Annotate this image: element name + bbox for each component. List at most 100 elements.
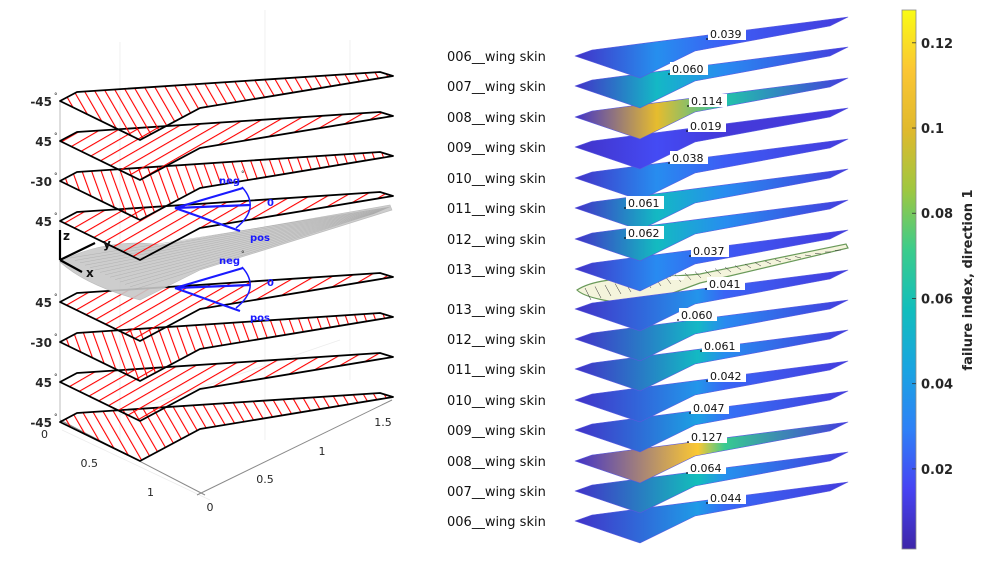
failure-index-panel: 006__wing skin 0.039 007__wing skin 0.060 00… xyxy=(447,16,849,544)
reference-wing-mesh-line xyxy=(99,209,383,273)
rib-line xyxy=(584,287,592,301)
layer-8-surface xyxy=(574,229,849,292)
y-tick-label: 0 xyxy=(207,501,214,514)
ply-angle-label: -30 xyxy=(30,336,52,350)
failure-index-value: 0.114 xyxy=(691,95,723,108)
failure-index-value: 0.042 xyxy=(710,370,742,383)
layer-name-label: 013__wing skin xyxy=(447,263,546,278)
degree-symbol: ° xyxy=(241,250,245,258)
rib-line xyxy=(804,254,812,257)
value-label-box xyxy=(708,491,746,504)
degree-symbol: ° xyxy=(54,373,58,381)
colorbar-tick-label: 0.1 xyxy=(921,122,944,137)
x-tick-label: 1 xyxy=(147,486,154,499)
failure-index-value: 0.019 xyxy=(690,120,722,133)
value-anchor-point xyxy=(624,207,626,209)
layer-name-label: 011__wing skin xyxy=(447,202,546,217)
degree-symbol: ° xyxy=(54,212,58,220)
degree-symbol: ° xyxy=(54,413,58,421)
value-label-box xyxy=(688,119,726,132)
degree-symbol: ° xyxy=(54,92,58,100)
pos-label: pos xyxy=(250,233,270,244)
layer-1-surface xyxy=(574,16,849,79)
layer-3-surface xyxy=(574,77,849,140)
reference-wing-mesh-line xyxy=(134,213,375,290)
ply-angle-label: -45 xyxy=(30,416,52,430)
neg-label: neg xyxy=(219,256,240,267)
y-axis-label: y xyxy=(103,237,111,251)
failure-index-value: 0.037 xyxy=(693,245,725,258)
ply-angle-label: -30 xyxy=(30,175,52,189)
zero-direction-line xyxy=(174,203,251,210)
value-anchor-point xyxy=(668,162,670,164)
failure-index-value: 0.060 xyxy=(672,63,704,76)
rib-line xyxy=(614,283,622,295)
layer-name-label: 012__wing skin xyxy=(447,233,546,248)
value-label-box xyxy=(626,226,664,239)
zero-label: 0 xyxy=(267,198,274,209)
layer-name-label: 008__wing skin xyxy=(447,111,546,126)
rib-line xyxy=(734,265,742,271)
degree-symbol: ° xyxy=(241,170,245,178)
rib-line xyxy=(744,263,752,269)
layer-2-surface xyxy=(574,46,849,109)
reference-wing-mesh-line xyxy=(94,209,385,271)
zero-label: 0 xyxy=(267,278,274,289)
value-anchor-point xyxy=(706,502,708,504)
value-anchor-point xyxy=(706,380,708,382)
neg-direction-line xyxy=(174,266,244,290)
layer-name-label: 009__wing skin xyxy=(447,424,546,439)
cutout xyxy=(669,276,686,280)
value-anchor-point xyxy=(677,319,679,321)
angle-arc xyxy=(235,186,251,229)
layer-name-label: 008__wing skin xyxy=(447,455,546,470)
value-anchor-point xyxy=(686,130,688,132)
layer-name-label: 012__wing skin xyxy=(447,333,546,348)
y-tick-label: 1.5 xyxy=(374,416,392,429)
ply-stack: -45 °45 °-30 °45 °45 °-30 °45 °-45 ° xyxy=(30,71,394,462)
ply-angle-label: 45 xyxy=(35,215,52,229)
failure-index-value: 0.041 xyxy=(709,278,741,291)
ply-angle-label: 45 xyxy=(35,135,52,149)
failure-index-value: 0.060 xyxy=(681,309,713,322)
value-anchor-point xyxy=(687,105,689,107)
colorbar-title: failure index, direction 1 xyxy=(961,189,976,370)
z-axis-label: z xyxy=(63,229,70,243)
y-tick-label: 0.5 xyxy=(256,473,274,486)
value-label-box xyxy=(670,151,708,164)
layer-name-label: 011__wing skin xyxy=(447,363,546,378)
colorbar-tick-label: 0.12 xyxy=(921,37,953,52)
failure-index-value: 0.064 xyxy=(690,462,722,475)
layer-name-label: 010__wing skin xyxy=(447,394,546,409)
value-label-box xyxy=(708,369,746,382)
rib-line xyxy=(774,259,782,263)
x-axis-label: x xyxy=(86,266,94,280)
layer-name-label: 007__wing skin xyxy=(447,80,546,95)
value-label-box xyxy=(708,27,746,40)
layer-4-surface xyxy=(574,107,849,170)
layer-name-label: 007__wing skin xyxy=(447,485,546,500)
reference-wing-mesh-line xyxy=(119,211,379,283)
x-tick-label: 0.5 xyxy=(81,457,99,470)
value-anchor-point xyxy=(689,255,691,257)
ply-angle-label: 45 xyxy=(35,296,52,310)
rib-line xyxy=(684,272,692,281)
colorbar: 0.02 0.04 0.06 0.08 0.1 0.12 failure index, di… xyxy=(901,9,976,550)
layer-9-surface xyxy=(574,269,849,332)
value-anchor-point xyxy=(624,237,626,239)
layer-10-surface xyxy=(574,299,849,362)
wing-box-wireframe xyxy=(576,243,849,306)
degree-symbol: ° xyxy=(54,293,58,301)
angle-arc xyxy=(235,266,251,309)
x-tick-label: 0 xyxy=(41,428,48,441)
rib-line xyxy=(604,284,612,297)
value-anchor-point xyxy=(689,412,691,414)
y-axis-line xyxy=(196,399,393,496)
reference-wing-mesh-line xyxy=(114,211,380,280)
failure-index-value: 0.047 xyxy=(693,402,725,415)
zero-direction-line xyxy=(174,283,251,290)
grid-line xyxy=(61,429,211,501)
pos-direction-line xyxy=(174,206,241,233)
